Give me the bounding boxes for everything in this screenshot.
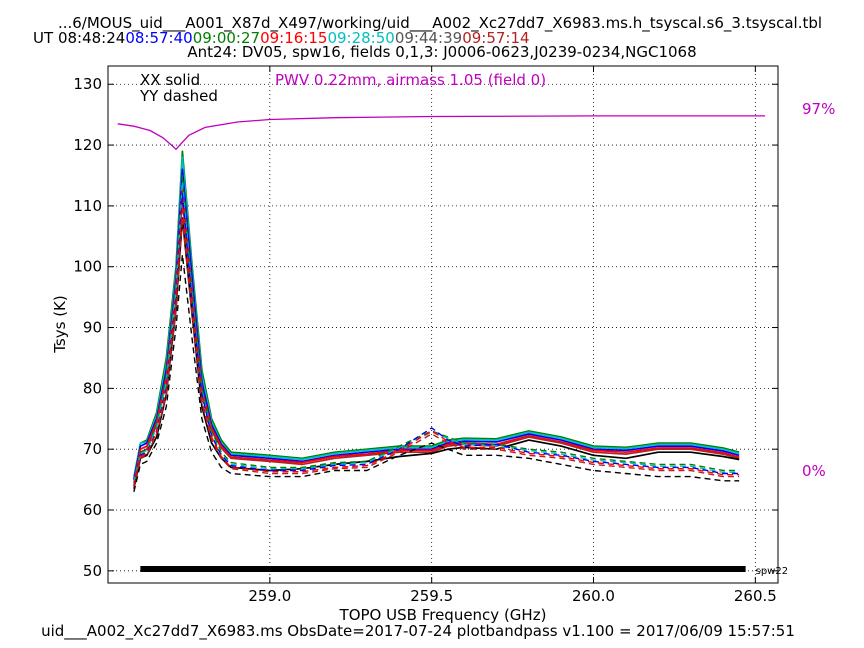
ut-time: 09:28:50 (327, 29, 394, 47)
pwv-curve (117, 115, 766, 151)
y-tick-label: 70 (83, 440, 102, 458)
plot-frame (107, 65, 779, 584)
series-line-xx (133, 186, 740, 483)
ut-time: 08:48:24 (58, 29, 125, 47)
series-line-yy (133, 253, 740, 492)
ut-label: UT (33, 29, 54, 47)
grid (108, 66, 778, 583)
ut-time: 09:57:14 (462, 29, 529, 47)
ut-time: 09:00:27 (193, 29, 260, 47)
right-axis-label-top: 97% (802, 100, 835, 118)
y-tick-label: 130 (73, 75, 102, 93)
x-tick-label: 259.0 (248, 587, 291, 605)
spw-bar-layer: spw22 (140, 566, 788, 577)
axis-ticks: 259.0 259.5 260.0 260.5 50 60 70 80 90 100 110 120 1… (73, 66, 778, 605)
y-tick-label: 60 (83, 501, 102, 519)
ut-time: 08:57:40 (125, 29, 192, 47)
series-line-yy (133, 192, 740, 486)
x-axis-label: TOPO USB Frequency (GHz) (339, 606, 547, 624)
right-axis-label-bottom: 0% (802, 462, 826, 480)
series-layer (133, 150, 740, 492)
series-line-yy (133, 217, 740, 489)
ut-time: 09:44:39 (395, 29, 462, 47)
series-line-yy (133, 180, 740, 483)
chart-subtitle: Ant24: DV05, spw16, fields 0,1,3: J0006-… (187, 43, 696, 61)
ut-times-row: UT 08:48:2408:57:4009:00:2709:16:1509:28… (33, 29, 530, 47)
spw-bar-label: spw22 (756, 566, 788, 577)
legend-yy: YY dashed (139, 87, 218, 105)
chart-title: ...6/MOUS_uid___A001_X87d_X497/working/u… (58, 14, 822, 33)
y-tick-label: 110 (73, 197, 102, 215)
x-tick-label: 260.0 (572, 587, 615, 605)
y-tick-label: 90 (83, 319, 102, 337)
legend-xx: XX solid (140, 71, 200, 89)
y-tick-label: 80 (83, 379, 102, 397)
x-tick-label: 260.5 (734, 587, 777, 605)
x-tick-label: 259.5 (410, 587, 453, 605)
series-line-xx (133, 150, 740, 480)
y-tick-label: 100 (73, 258, 102, 276)
y-tick-label: 120 (73, 136, 102, 154)
series-line-xx (133, 156, 740, 477)
pwv-annotation: PWV 0.22mm, airmass 1.05 (field 0) (275, 71, 546, 89)
ut-time: 09:16:15 (260, 29, 327, 47)
series-line-xx (133, 198, 740, 486)
pwv-curve-layer (117, 115, 766, 151)
footer-text: uid___A002_Xc27dd7_X6983.ms ObsDate=2017… (41, 622, 795, 641)
y-tick-label: 50 (83, 562, 102, 580)
y-axis-label: Tsys (K) (51, 295, 69, 354)
